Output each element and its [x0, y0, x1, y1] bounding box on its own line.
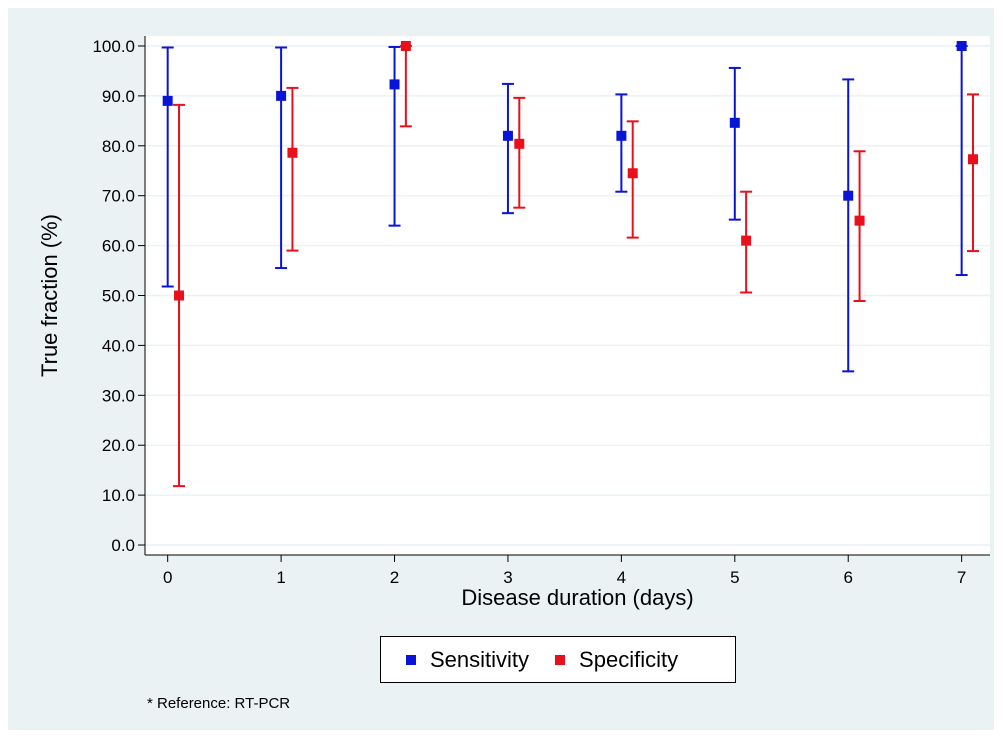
y-tick-label: 60.0 [102, 237, 135, 256]
data-point [967, 154, 978, 165]
x-axis-title: Disease duration (days) [461, 585, 693, 610]
x-tick-label: 3 [503, 568, 512, 587]
data-point [162, 95, 173, 106]
data-point [502, 130, 513, 141]
x-tick-label: 0 [163, 568, 172, 587]
y-tick-label: 40.0 [102, 336, 135, 355]
y-tick-label: 10.0 [102, 486, 135, 505]
legend-item: Sensitivity [406, 647, 529, 673]
data-point [729, 117, 740, 128]
legend-swatch [406, 654, 416, 665]
legend-swatch [555, 654, 566, 665]
data-point [400, 40, 411, 51]
data-point [843, 190, 854, 201]
y-tick-label: 0.0 [111, 536, 135, 555]
y-tick-label: 50.0 [102, 287, 135, 306]
chart-legend: Sensitivity Specificity [380, 636, 736, 683]
y-tick-label: 90.0 [102, 87, 135, 106]
x-tick-label: 5 [730, 568, 739, 587]
y-tick-label: 30.0 [102, 386, 135, 405]
y-tick-label: 20.0 [102, 436, 135, 455]
data-point [616, 130, 627, 141]
legend-label: Specificity [579, 646, 679, 672]
y-axis-title: True fraction (%) [37, 214, 62, 377]
data-point [174, 290, 185, 301]
data-point [956, 40, 967, 51]
x-tick-label: 7 [957, 568, 966, 587]
x-tick-label: 1 [276, 568, 285, 587]
data-point [627, 168, 638, 179]
x-tick-label: 2 [390, 568, 399, 587]
y-tick-label: 70.0 [102, 187, 135, 206]
data-point [514, 138, 525, 149]
y-tick-label: 100.0 [92, 37, 135, 56]
data-point [854, 215, 865, 226]
data-point [287, 147, 298, 158]
data-point [741, 235, 752, 246]
x-tick-label: 6 [843, 568, 852, 587]
data-point [276, 90, 287, 101]
legend-item: Specificity [555, 647, 678, 673]
x-tick-label: 4 [617, 568, 626, 587]
legend-label: Sensitivity [430, 646, 530, 672]
reference-note: * Reference: RT-PCR [147, 695, 291, 712]
y-tick-label: 80.0 [102, 137, 135, 156]
data-point [389, 79, 400, 90]
